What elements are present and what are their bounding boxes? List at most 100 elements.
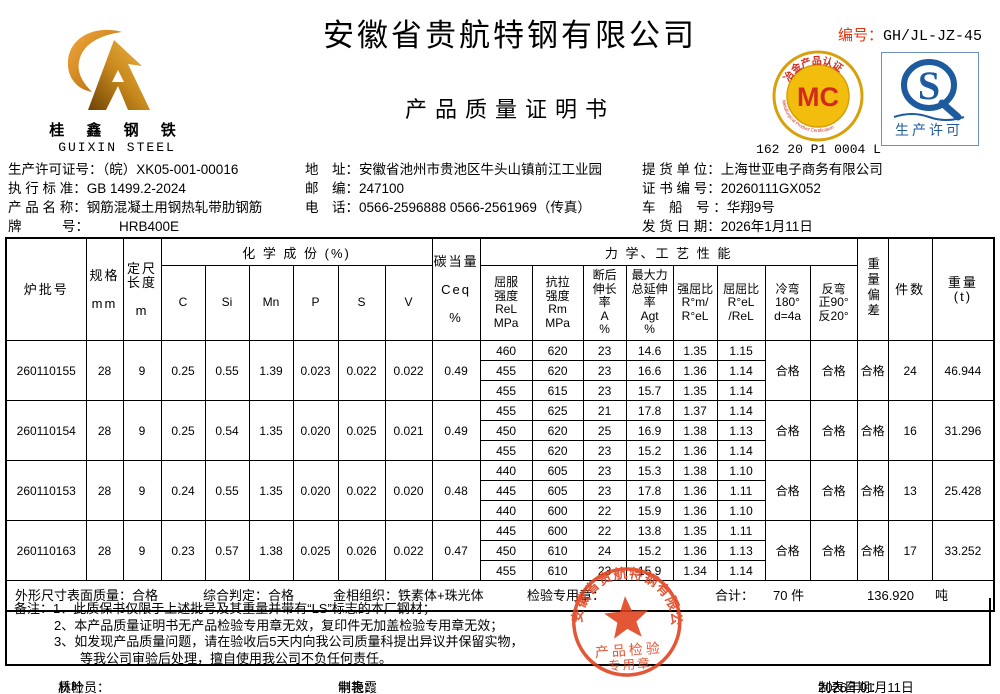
summary-cell: 外形尺寸表面质量：合格 综合判定：合格 金相组织：铁素体+珠光体 检验专用章： … (5, 580, 995, 612)
remarks-box: 备注：1、此质保书仅限于上述批号及其重量并带有“LS”标志的本厂钢材； 2、本产… (5, 598, 991, 666)
summary-row: 外形尺寸表面质量：合格 综合判定：合格 金相组织：铁素体+珠光体 检验专用章： … (5, 580, 995, 612)
cell-strength-yield-ratio: 1.36 (672, 440, 718, 461)
cell-chem-C: 0.24 (160, 460, 206, 521)
cell-rel: 455 (479, 560, 533, 581)
cell-weight-deviation: 合格 (856, 460, 889, 521)
total-label: 合计： (715, 588, 755, 603)
table-header: 炉批号 规格 mm 定尺 长度 m 化 学 成 份 (%) 碳当量 Ceq % … (5, 237, 995, 341)
info-row-standard: 执 行 标 准：GB 1499.2-2024 (8, 179, 262, 198)
cell-chem-P: 0.025 (292, 520, 339, 581)
batch-subrow: 450 620 25 16.9 1.38 1.13 (6, 420, 994, 441)
batch-subrow: 455 620 23 15.2 1.36 1.14 (6, 440, 994, 461)
cell-yield-ratio: 1.14 (716, 360, 766, 381)
cell-spec: 28 (85, 400, 124, 461)
cell-chem-S: 0.026 (337, 520, 386, 581)
cell-chem-V: 0.022 (384, 340, 433, 401)
remark-line: 备注：1、此质保书仅限于上述批号及其重量并带有“LS”标志的本厂钢材； (7, 601, 989, 618)
cell-pieces: 24 (887, 340, 933, 401)
cell-rel: 440 (479, 460, 533, 481)
surface-quality: 外形尺寸表面质量：合格 (15, 588, 159, 603)
cell-yield-ratio: 1.15 (716, 340, 766, 361)
cell-agt: 15.7 (625, 380, 674, 401)
consignee-value: 上海世亚电子商务有限公司 (720, 162, 883, 177)
cell-reverse-bend: 合格 (809, 340, 858, 401)
cell-rel: 450 (479, 420, 533, 441)
cell-chem-Ceq: 0.47 (431, 520, 481, 581)
mc-badge-code: 162 20 P1 0004 L (756, 142, 881, 157)
batch-subrow: 260110163 28 9 0.23 0.57 1.38 0.025 0.026 0.022 0… (5, 520, 995, 581)
cell-agt: 17.8 (625, 480, 674, 501)
cell-rm: 620 (531, 360, 584, 381)
info-column-right: 提 货 单 位：上海世亚电子商务有限公司 证 书 编 号：20260111GX0… (642, 160, 883, 236)
cell-strength-yield-ratio: 1.34 (672, 560, 718, 581)
cell-reverse-bend: 合格 (809, 460, 858, 521)
cell-cold-bend: 合格 (764, 460, 811, 521)
qs-badge-icon: S 生产许可 (893, 59, 965, 138)
cell-chem-P: 0.023 (292, 340, 339, 401)
cert-no-value: 20260111GX052 (720, 181, 821, 196)
cell-elongation: 24 (582, 540, 627, 561)
svg-text:S: S (918, 63, 940, 108)
cell-chem-C: 0.23 (160, 520, 206, 581)
cell-chem-Ceq: 0.49 (431, 340, 481, 401)
cell-spec: 28 (85, 460, 124, 521)
cell-rm: 620 (531, 420, 584, 441)
logo-en-text: GUIXIN STEEL (58, 140, 176, 155)
cell-chem-P: 0.020 (292, 400, 339, 461)
info-row-grade: 牌 号： HRB400E (8, 217, 262, 236)
cell-chem-Ceq: 0.49 (431, 400, 481, 461)
company-title: 安徽省贵航特钢有限公司 (323, 18, 697, 53)
info-row-address: 地 址：安徽省池州市贵池区牛头山镇前江工业园 (305, 160, 602, 179)
product-value: 钢筋混凝土用钢热轧带肋钢筋 (86, 200, 263, 215)
cell-spec: 28 (85, 520, 124, 581)
cell-strength-yield-ratio: 1.35 (672, 520, 718, 541)
cell-heat-no: 260110153 (5, 460, 87, 521)
cell-chem-C: 0.25 (160, 340, 206, 401)
cell-heat-no: 260110163 (5, 520, 87, 581)
cell-chem-Si: 0.55 (204, 460, 250, 521)
info-row-vehicle: 车 船 号 ：华翔9号 (642, 198, 883, 217)
cell-chem-Mn: 1.35 (248, 400, 294, 461)
cell-elongation: 21 (582, 400, 627, 421)
vehicle-value: 华翔9号 (726, 200, 775, 215)
cell-agt: 15.2 (625, 540, 674, 561)
info-row-cert-no: 证 书 编 号：20260111GX052 (642, 179, 883, 198)
col-header-strength-yield-ratio: 强屈比 R°m/ R°eL (672, 265, 718, 341)
cell-yield-ratio: 1.13 (716, 420, 766, 441)
mc-certification-badge: 冶金产品认证 Metallurgical Product Certificati… (772, 50, 864, 147)
cell-reverse-bend: 合格 (809, 520, 858, 581)
cell-strength-yield-ratio: 1.36 (672, 540, 718, 561)
group-header-chemistry: 化 学 成 份 (%) (160, 237, 433, 266)
cell-agt: 16.6 (625, 360, 674, 381)
cell-rel: 455 (479, 440, 533, 461)
cell-rel: 450 (479, 540, 533, 561)
guixin-logo-icon (67, 29, 150, 110)
info-row-product: 产 品 名 称：钢筋混凝土用钢热轧带肋钢筋 (8, 198, 262, 217)
cell-chem-Ceq: 0.48 (431, 460, 481, 521)
cell-rm: 605 (531, 460, 584, 481)
cell-chem-Mn: 1.39 (248, 340, 294, 401)
col-header-ceq: 碳当量 Ceq % (431, 237, 481, 341)
cell-pieces: 13 (887, 460, 933, 521)
col-header-rel: 屈服 强度 ReL MPa (479, 265, 533, 341)
zip-value: 247100 (359, 181, 405, 196)
cell-yield-ratio: 1.14 (716, 400, 766, 421)
cell-reverse-bend: 合格 (809, 400, 858, 461)
cell-chem-Si: 0.57 (204, 520, 250, 581)
cell-chem-V: 0.022 (384, 520, 433, 581)
consignee-label: 提 货 单 位： (642, 162, 721, 177)
cell-strength-yield-ratio: 1.36 (672, 480, 718, 501)
info-row-consignee: 提 货 单 位：上海世亚电子商务有限公司 (642, 160, 883, 179)
cell-rm: 600 (531, 520, 584, 541)
cell-chem-Mn: 1.38 (248, 520, 294, 581)
standard-value: GB 1499.2-2024 (86, 181, 186, 196)
cell-rm: 615 (531, 380, 584, 401)
cell-elongation: 23 (582, 560, 627, 581)
cell-strength-yield-ratio: 1.38 (672, 420, 718, 441)
col-header-Si: Si (204, 265, 250, 341)
cell-agt: 15.3 (625, 460, 674, 481)
table-body: 260110155 28 9 0.25 0.55 1.39 0.023 0.022 0.022 0… (5, 340, 995, 581)
cell-chem-C: 0.25 (160, 400, 206, 461)
metallographic-structure: 金相组织：铁素体+珠光体 (333, 588, 484, 603)
